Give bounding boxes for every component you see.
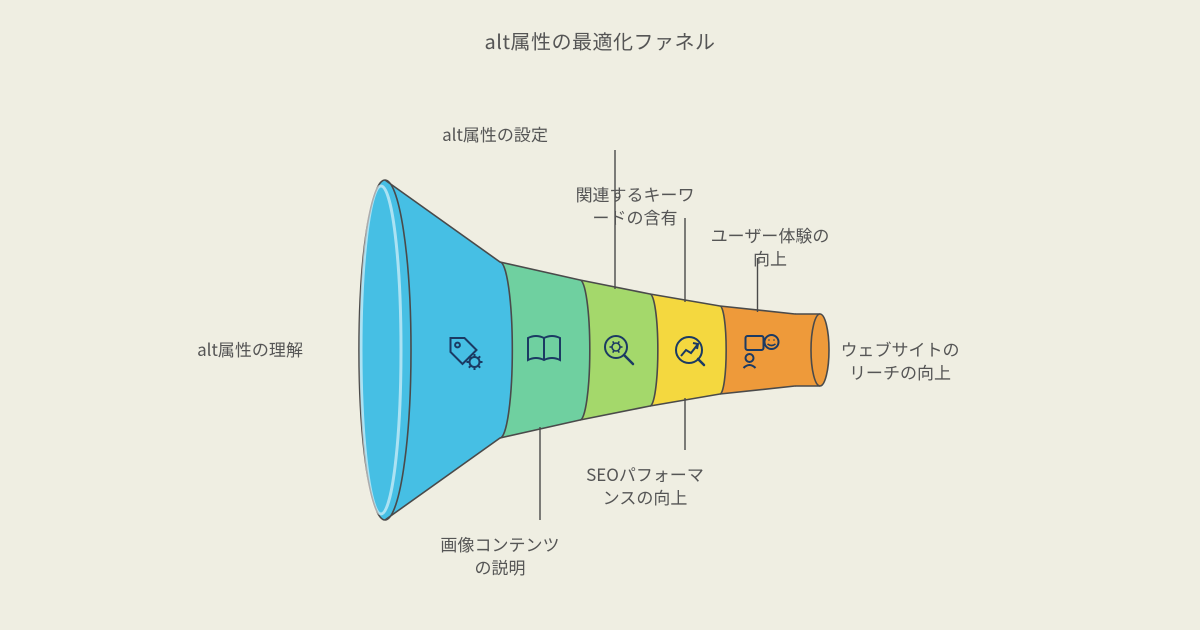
funnel-segment: [650, 294, 726, 406]
funnel-svg: [0, 0, 1200, 630]
funnel-diagram: alt属性の最適化ファネル alt属性の理解画像コンテンツ の説明alt属性の設…: [0, 0, 1200, 630]
segment-label: 画像コンテンツ の説明: [420, 533, 580, 579]
segment-label: ユーザー体験の 向上: [690, 224, 850, 270]
segment-label: 関連するキーワ ードの含有: [555, 183, 715, 229]
segment-label: alt属性の設定: [415, 123, 575, 146]
segment-label: SEOパフォーマ ンスの向上: [565, 463, 725, 509]
segment-label: ウェブサイトの リーチの向上: [820, 338, 980, 384]
segment-label: alt属性の理解: [170, 338, 330, 361]
